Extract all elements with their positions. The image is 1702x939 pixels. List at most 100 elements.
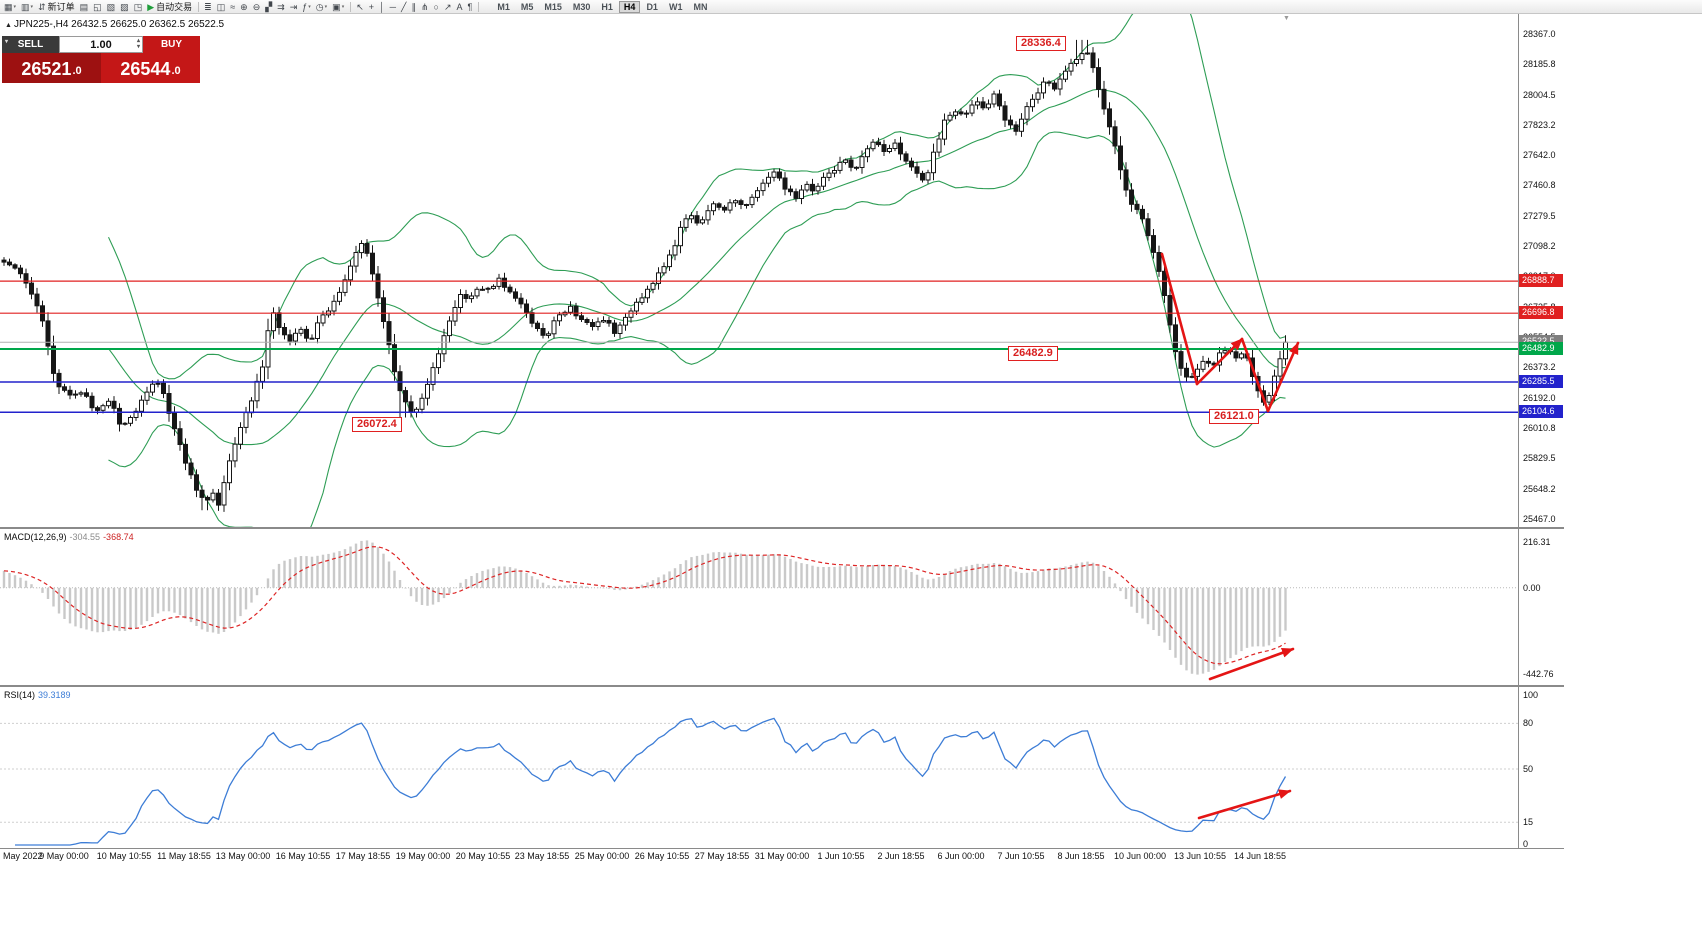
time-axis-label[interactable]: 19 May 00:00 <box>395 851 451 861</box>
sell-button[interactable]: ▾ SELL <box>2 36 59 53</box>
time-axis-label[interactable]: 10 Jun 00:00 <box>1113 851 1167 861</box>
volume-input[interactable]: 1.00 ▴ ▾ <box>59 36 143 53</box>
trend-arrow[interactable] <box>1195 337 1244 386</box>
new-order-button[interactable]: ⇵ 新订单 <box>36 1 77 13</box>
templates-caret-icon[interactable]: ▾ <box>341 3 345 10</box>
equidistant-channel-button[interactable]: ∥ <box>409 1 418 13</box>
time-axis-label[interactable]: 25 May 00:00 <box>574 851 630 861</box>
terminal-button[interactable]: ▨ <box>118 1 131 13</box>
trendline-button[interactable]: ╱ <box>399 1 408 13</box>
navigator-button[interactable]: ▧ <box>105 1 118 13</box>
arrows-button[interactable]: ↗ <box>442 1 454 13</box>
time-axis-label[interactable]: 1 Jun 10:55 <box>817 851 865 861</box>
timeframe-mn-button[interactable]: MN <box>693 1 708 12</box>
zoom-in-button[interactable]: ⊕ <box>238 1 250 13</box>
autotrading-button[interactable]: ▶ 自动交易 <box>145 1 194 13</box>
buy-button[interactable]: BUY <box>143 36 200 53</box>
time-scale[interactable] <box>0 848 1564 864</box>
trend-arrow[interactable] <box>1240 337 1270 413</box>
buy-price[interactable]: 26544 .0 <box>101 53 200 83</box>
indicators-list-caret-icon[interactable]: ▾ <box>308 3 311 10</box>
volume-down-icon[interactable]: ▾ <box>136 44 140 50</box>
new-chart-caret-icon[interactable]: ▾ <box>13 3 17 10</box>
time-axis-label[interactable]: 23 May 18:55 <box>514 851 570 861</box>
chart-shift-marker-icon[interactable]: ▼ <box>1283 15 1290 22</box>
profiles-caret-icon[interactable]: ▾ <box>30 3 34 10</box>
crosshair-icon: + <box>368 1 375 12</box>
timeframe-h1-button[interactable]: H1 <box>601 1 613 12</box>
time-axis-label[interactable]: 14 Jun 18:55 <box>1233 851 1287 861</box>
profiles-button[interactable]: ▥ ▾ <box>19 1 35 13</box>
vertical-line-button[interactable]: │ <box>377 1 387 13</box>
timeframe-h4-button[interactable]: H4 <box>618 0 641 13</box>
auto-scroll-button[interactable]: ⇉ <box>275 1 287 13</box>
timeframe-d1-button[interactable]: D1 <box>646 1 658 12</box>
price-scale[interactable] <box>1518 14 1564 848</box>
periods-button[interactable]: ◷ ▾ <box>314 1 329 13</box>
trend-arrow[interactable] <box>1197 789 1292 820</box>
profiles-icon: ▥ <box>21 1 30 12</box>
price-annotation-label[interactable]: 26072.4 <box>352 417 402 432</box>
horizontal-line-button[interactable]: ─ <box>388 1 398 13</box>
timeframe-m30-button[interactable]: M30 <box>572 1 591 12</box>
chart-shift-button[interactable]: ⇥ <box>288 1 300 13</box>
time-axis-label[interactable]: 16 May 10:55 <box>275 851 331 861</box>
zoom-out-button[interactable]: ⊖ <box>251 1 263 13</box>
volume-up-icon[interactable]: ▴ <box>136 38 140 44</box>
timeframe-m1-button[interactable]: M1 <box>497 1 510 12</box>
time-axis-label[interactable]: 31 May 00:00 <box>754 851 810 861</box>
data-window-button[interactable]: ◱ <box>91 1 104 13</box>
chart-bars-button[interactable]: ≣ <box>202 1 214 13</box>
price-annotation-label[interactable]: 26121.0 <box>1209 409 1259 424</box>
templates-button[interactable]: ▣ ▾ <box>330 1 346 13</box>
new-chart-button[interactable]: ▦ ▾ <box>2 1 18 13</box>
trend-arrow[interactable] <box>1208 647 1295 681</box>
chart-line-button[interactable]: ≈ <box>228 1 237 13</box>
text-label-button[interactable]: ¶ <box>466 1 475 13</box>
timeframe-m5-button[interactable]: M5 <box>520 1 534 12</box>
sell-price[interactable]: 26521 .0 <box>2 53 101 83</box>
panel-splitter-macd[interactable] <box>0 527 1564 529</box>
trend-arrow[interactable] <box>1160 252 1199 386</box>
time-axis-label[interactable]: 2 Jun 18:55 <box>877 851 925 861</box>
time-axis-label[interactable]: 26 May 10:55 <box>634 851 690 861</box>
time-axis-label[interactable]: 7 Jun 10:55 <box>997 851 1045 861</box>
time-axis-label[interactable]: 11 May 18:55 <box>157 851 211 861</box>
market-watch-button[interactable]: ▤ <box>78 1 91 13</box>
time-axis-label[interactable]: 13 Jun 10:55 <box>1173 851 1227 861</box>
periods-caret-icon[interactable]: ▾ <box>324 3 328 10</box>
fibonacci-button[interactable]: ⋔ <box>419 1 431 13</box>
trend-arrows[interactable] <box>1160 252 1300 820</box>
strategy-tester-button[interactable]: ◳ <box>132 1 145 13</box>
time-axis-label[interactable]: 13 May 00:00 <box>215 851 271 861</box>
horizontal-lines[interactable] <box>0 280 1518 413</box>
time-axis-label[interactable]: 17 May 18:55 <box>335 851 391 861</box>
cursor-button[interactable]: ↖ <box>354 1 366 13</box>
price-annotation-label[interactable]: 26482.9 <box>1008 346 1058 361</box>
text-button[interactable]: A <box>454 1 464 13</box>
tile-windows-button[interactable]: ▞ <box>263 1 274 13</box>
time-axis-label[interactable]: 10 May 10:55 <box>96 851 152 861</box>
volume-spinner[interactable]: ▴ ▾ <box>137 38 140 50</box>
time-axis-label[interactable]: 20 May 10:55 <box>455 851 511 861</box>
trend-arrow[interactable] <box>1266 341 1300 413</box>
price-annotation-label[interactable]: 28336.4 <box>1016 36 1066 51</box>
time-axis-label[interactable]: 27 May 18:55 <box>694 851 750 861</box>
time-axis-label[interactable]: 8 Jun 18:55 <box>1057 851 1105 861</box>
timeframe-m15-button[interactable]: M15 <box>544 1 562 12</box>
sell-price-frac: .0 <box>72 65 82 77</box>
tile-windows-icon: ▞ <box>265 1 273 12</box>
shapes-button[interactable]: ○ <box>432 1 441 13</box>
vertical-line-icon: │ <box>379 1 385 12</box>
time-axis-label[interactable]: 6 Jun 00:00 <box>937 851 985 861</box>
quote-dropdown-icon[interactable]: ▾ <box>5 39 9 45</box>
timeframe-w1-button[interactable]: W1 <box>668 1 683 12</box>
price-axis-label: 25648.2 <box>1523 484 1556 494</box>
chart-candles-button[interactable]: ◫ <box>215 1 228 13</box>
crosshair-button[interactable]: + <box>367 1 376 13</box>
panel-splitter-rsi[interactable] <box>0 685 1564 687</box>
indicators-list-button[interactable]: ƒ ▾ <box>300 1 313 13</box>
time-axis-label[interactable]: 9 May 00:00 <box>39 851 89 861</box>
